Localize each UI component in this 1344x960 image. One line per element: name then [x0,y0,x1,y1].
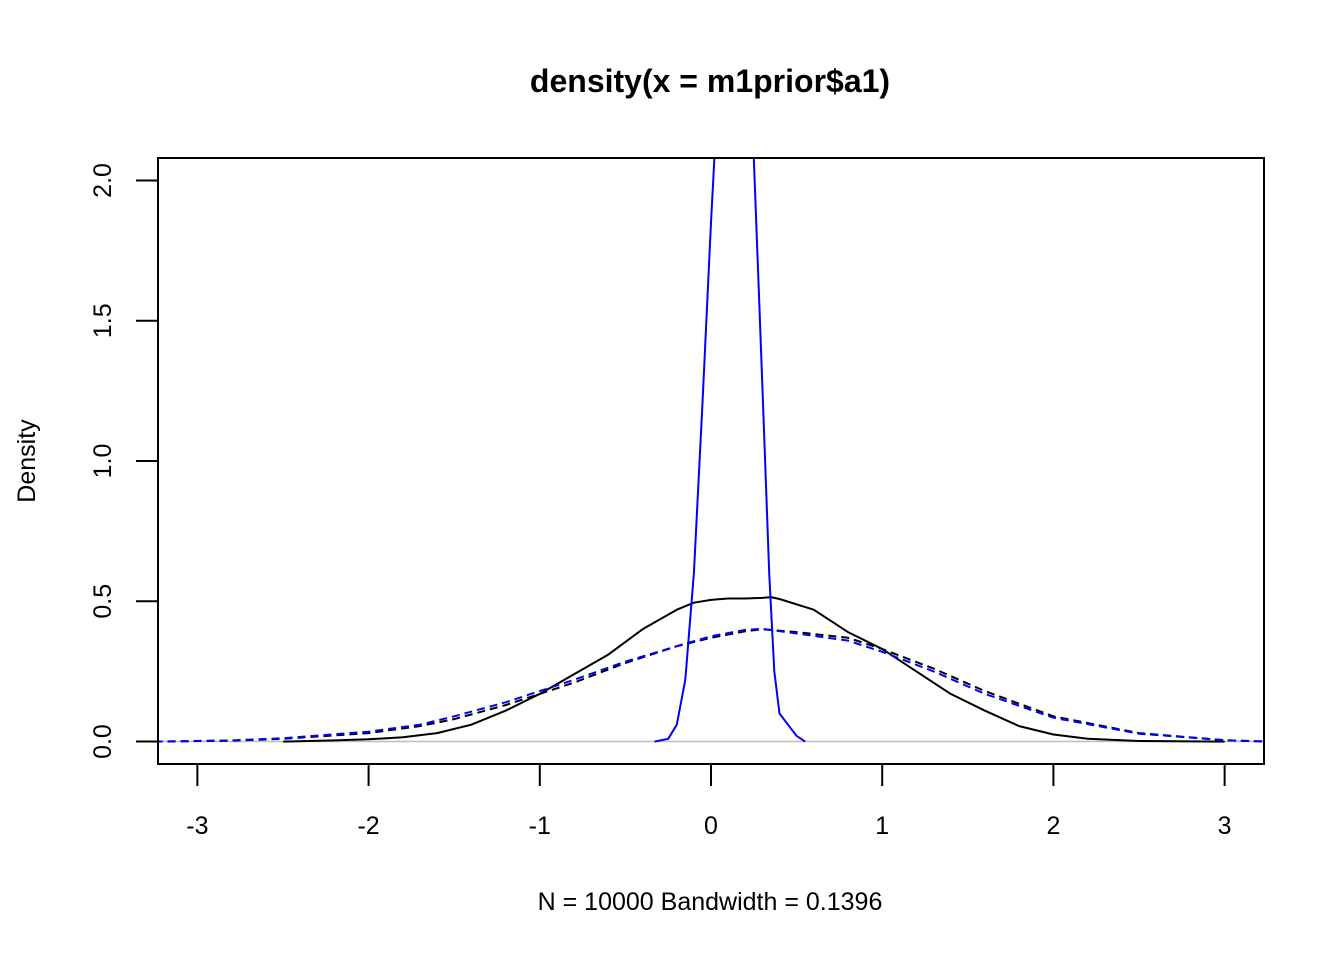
x-tick-label: 0 [704,812,718,840]
y-tick-label: 1.0 [89,444,117,479]
plot-frame [157,157,1265,765]
y-tick-label: 0.0 [89,724,117,759]
x-tick-label: -1 [529,812,551,840]
y-tick-label: 0.5 [89,584,117,619]
x-tick-label: -3 [186,812,208,840]
density-line-4 [654,158,806,743]
x-tick-label: 1 [875,812,889,840]
x-tick-label: 2 [1046,812,1060,840]
y-axis-label: Density [13,419,41,503]
y-tick-label: 2.0 [89,163,117,198]
y-tick-label: 1.5 [89,303,117,338]
density-line-3 [158,627,1264,743]
density-line-1 [282,596,1225,743]
density-line-2 [158,628,1264,743]
series-lines [158,158,1264,743]
x-tick-label: 3 [1218,812,1232,840]
x-axis: -3 -2 -1 0 1 2 3 [186,763,1232,840]
x-axis-label: N = 10000 Bandwidth = 0.1396 [538,888,883,916]
chart-title: density(x = m1prior$a1) [530,63,890,99]
x-tick-label: -2 [357,812,379,840]
y-axis: 0.0 0.5 1.0 1.5 2.0 [89,163,159,759]
